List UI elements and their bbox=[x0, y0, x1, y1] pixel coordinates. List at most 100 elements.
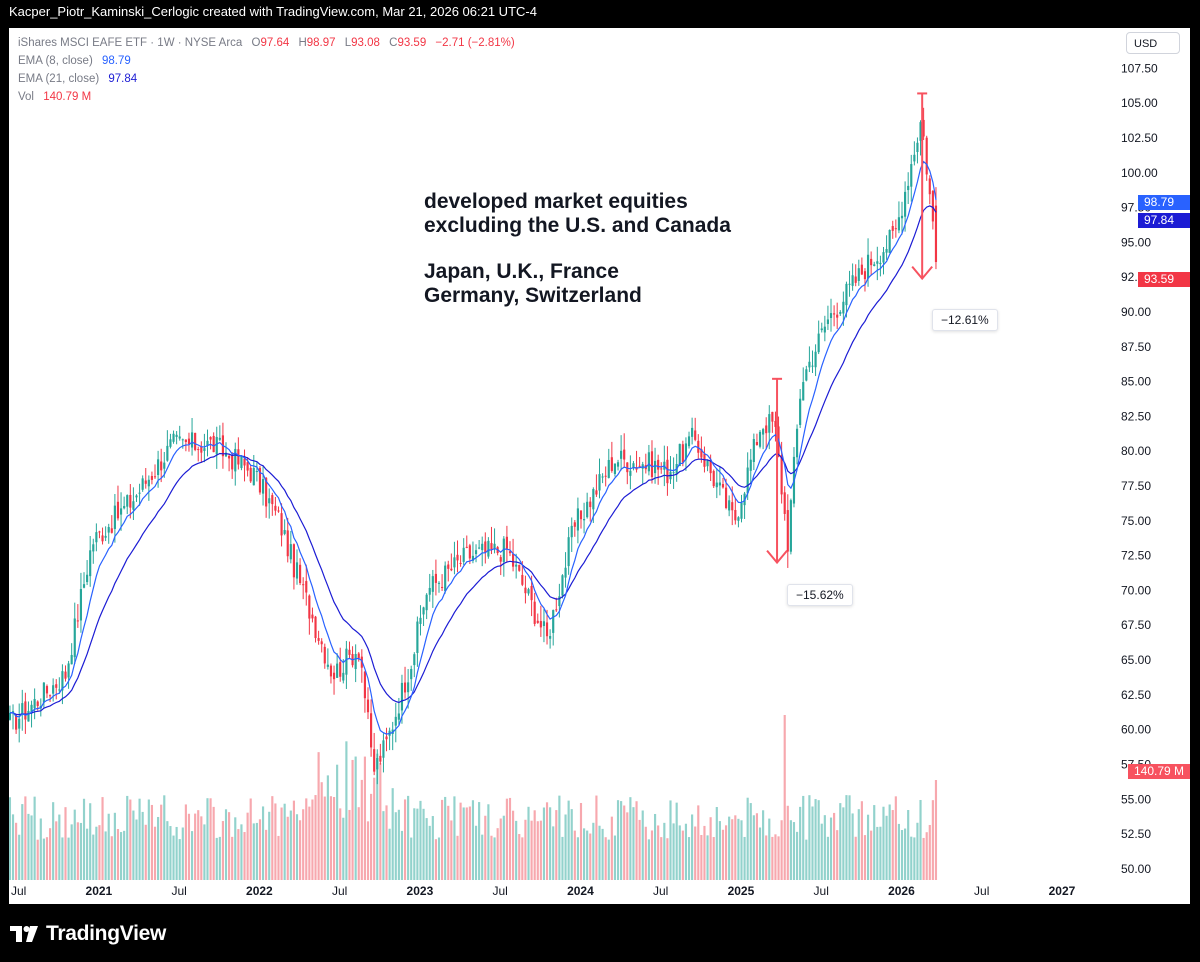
time-tick-label: 2026 bbox=[888, 884, 915, 898]
volume-bar bbox=[737, 818, 740, 880]
candle-body bbox=[718, 482, 721, 486]
candle-body bbox=[261, 479, 265, 494]
chart-pane[interactable]: 107.50 105.00 102.50 100.00 97.50 95.00 92.50 9… bbox=[9, 28, 1190, 904]
open-label: O bbox=[251, 37, 261, 49]
volume-bar bbox=[360, 779, 363, 880]
candle-body bbox=[474, 550, 478, 555]
volume-bar bbox=[416, 808, 419, 880]
candle-body bbox=[246, 462, 249, 471]
candle-body bbox=[181, 439, 184, 441]
candle-body bbox=[848, 283, 851, 285]
volume-bar bbox=[879, 826, 882, 880]
volume-bar bbox=[366, 821, 370, 880]
price-axis[interactable]: 107.50105.00102.50100.0097.5095.0092.509… bbox=[1121, 61, 1158, 875]
volume-bar bbox=[147, 799, 150, 880]
chart-credit: Kacper_Piotr_Kaminski_Cerlogic created w… bbox=[9, 4, 537, 19]
candle-body bbox=[413, 654, 416, 666]
candle-body bbox=[302, 584, 305, 586]
candle-body bbox=[150, 476, 154, 480]
candle-body bbox=[21, 703, 24, 715]
volume-bar bbox=[379, 763, 382, 880]
ema8-row[interactable]: EMA (8, close) 98.79 bbox=[18, 52, 515, 70]
volume-bar bbox=[194, 813, 197, 880]
annotation-text[interactable]: developed market equities excluding the … bbox=[424, 190, 731, 308]
ema21-row[interactable]: EMA (21, close) 97.84 bbox=[18, 70, 515, 88]
volume-bar bbox=[382, 811, 385, 880]
volume-bar bbox=[626, 812, 629, 880]
price-tick-label: 107.50 bbox=[1121, 61, 1158, 75]
volume-bar bbox=[370, 793, 373, 880]
candle-body bbox=[138, 492, 141, 494]
candle-body bbox=[888, 230, 891, 253]
volume-bar bbox=[388, 828, 391, 880]
candle-body bbox=[107, 527, 110, 533]
volume-bar bbox=[240, 824, 243, 880]
volume-bar bbox=[175, 826, 178, 880]
time-axis[interactable]: Jul 2021 Jul 2022 Jul 2023 Jul 2024 Jul 2025 Jul 20… bbox=[11, 884, 1076, 898]
candle-body bbox=[839, 311, 842, 314]
volume-bar bbox=[669, 800, 672, 880]
candle-body bbox=[802, 382, 805, 401]
candle-body bbox=[400, 682, 404, 711]
candle-body bbox=[684, 443, 688, 460]
candle-body bbox=[194, 432, 197, 450]
candle-body bbox=[308, 595, 311, 619]
volume-bar bbox=[836, 830, 839, 880]
price-chart[interactable]: 107.50105.00102.50100.0097.5095.0092.509… bbox=[9, 28, 1190, 904]
candle-body bbox=[521, 574, 524, 585]
volume-bar bbox=[795, 831, 799, 880]
candle-body bbox=[163, 462, 166, 469]
time-tick-label: Jul bbox=[974, 884, 989, 898]
drawdown-label-2[interactable]: −12.61% bbox=[932, 309, 998, 331]
tradingview-logo[interactable]: TradingView bbox=[10, 922, 166, 946]
candle-body bbox=[42, 682, 45, 703]
candle-body bbox=[620, 450, 623, 459]
volume-bar bbox=[768, 818, 771, 880]
close-label: C bbox=[389, 37, 398, 49]
candle-body bbox=[922, 119, 925, 137]
volume-bar bbox=[900, 830, 904, 880]
candle-body bbox=[697, 440, 700, 453]
volume-bar bbox=[123, 830, 126, 880]
candle-body bbox=[175, 434, 178, 437]
candle-body bbox=[582, 519, 586, 521]
candle-body bbox=[431, 576, 434, 592]
volume-bar bbox=[934, 780, 938, 880]
price-tick-label: 102.50 bbox=[1121, 131, 1158, 145]
candle-body bbox=[237, 449, 240, 465]
volume-bar bbox=[326, 775, 329, 880]
candle-body bbox=[428, 587, 431, 595]
volume-bar bbox=[39, 818, 42, 880]
volume-bar bbox=[280, 807, 283, 880]
volume-bar bbox=[515, 820, 518, 880]
volume-bar bbox=[527, 806, 530, 880]
volume-bar bbox=[684, 823, 688, 880]
candle-body bbox=[86, 574, 89, 583]
price-tick-label: 65.00 bbox=[1121, 653, 1151, 667]
volume-bar bbox=[913, 837, 916, 880]
candle-body bbox=[530, 585, 533, 601]
candle-body bbox=[561, 575, 564, 596]
volume-bar bbox=[487, 804, 490, 880]
candle-body bbox=[706, 460, 709, 467]
candle-body bbox=[737, 517, 740, 521]
volume-bar bbox=[67, 837, 70, 880]
volume-bar bbox=[200, 816, 203, 880]
drawdown-arrows[interactable] bbox=[766, 92, 933, 565]
volume-bar bbox=[89, 803, 92, 880]
candle-body bbox=[82, 584, 86, 588]
currency-selector[interactable]: USD bbox=[1126, 32, 1180, 54]
volume-row[interactable]: Vol 140.79 M bbox=[18, 88, 515, 106]
candle-body bbox=[314, 616, 317, 639]
volume-bar bbox=[391, 788, 394, 880]
drawdown-label-1[interactable]: −15.62% bbox=[787, 584, 853, 606]
symbol-label[interactable]: iShares MSCI EAFE ETF · 1W · NYSE Arca bbox=[18, 37, 243, 49]
candle-body bbox=[67, 663, 70, 678]
candle-body bbox=[524, 587, 527, 594]
volume-bar bbox=[138, 798, 141, 880]
volume-bar bbox=[916, 822, 919, 880]
price-tick-label: 50.00 bbox=[1121, 862, 1151, 876]
volume-bar bbox=[561, 836, 564, 880]
price-tick-label: 62.50 bbox=[1121, 688, 1151, 702]
volume-bar bbox=[728, 816, 731, 880]
